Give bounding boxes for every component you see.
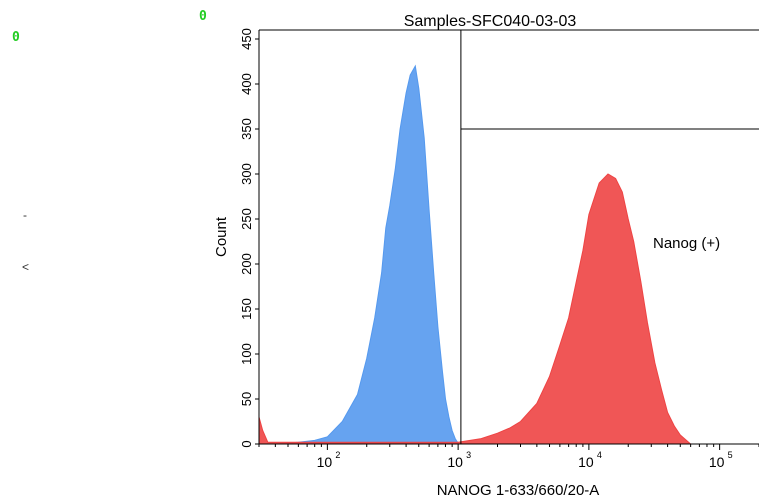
x-tick-exponent-4: 4 (597, 450, 602, 460)
y-tick-label-300: 300 (239, 163, 254, 185)
y-tick-label-200: 200 (239, 253, 254, 275)
y-axis-label: Count (213, 216, 230, 257)
x-tick-label-10e4: 10 (578, 454, 594, 470)
y-tick-label-450: 450 (239, 28, 254, 50)
chart-title: Samples-SFC040-03-03 (404, 13, 577, 30)
y-tick-label-150: 150 (239, 298, 254, 320)
x-tick-exponent-3: 3 (466, 450, 471, 460)
stray-angle-mark: < (22, 260, 30, 274)
x-tick-exponent-2: 2 (335, 450, 340, 460)
left-corner-marker: 0 (12, 30, 20, 45)
x-tick-label-10e5: 10 (709, 454, 725, 470)
x-tick-label-10e2: 10 (317, 454, 333, 470)
y-tick-label-350: 350 (239, 118, 254, 140)
x-tick-label-10e3: 10 (447, 454, 463, 470)
y-tick-label-400: 400 (239, 73, 254, 95)
stray-dash-mark: - (23, 208, 27, 222)
y-tick-label-0: 0 (239, 440, 254, 447)
x-tick-exponent-5: 5 (728, 450, 733, 460)
histogram-series-2 (258, 173, 692, 445)
plot-corner-marker: 0 (199, 9, 207, 24)
y-tick-label-100: 100 (239, 343, 254, 365)
y-tick-label-250: 250 (239, 208, 254, 230)
y-tick-label-50: 50 (239, 392, 254, 406)
gate-label: Nanog (+) (653, 235, 720, 252)
x-axis-label: NANOG 1-633/660/20-A (437, 482, 600, 499)
histogram-series-1 (275, 64, 459, 445)
